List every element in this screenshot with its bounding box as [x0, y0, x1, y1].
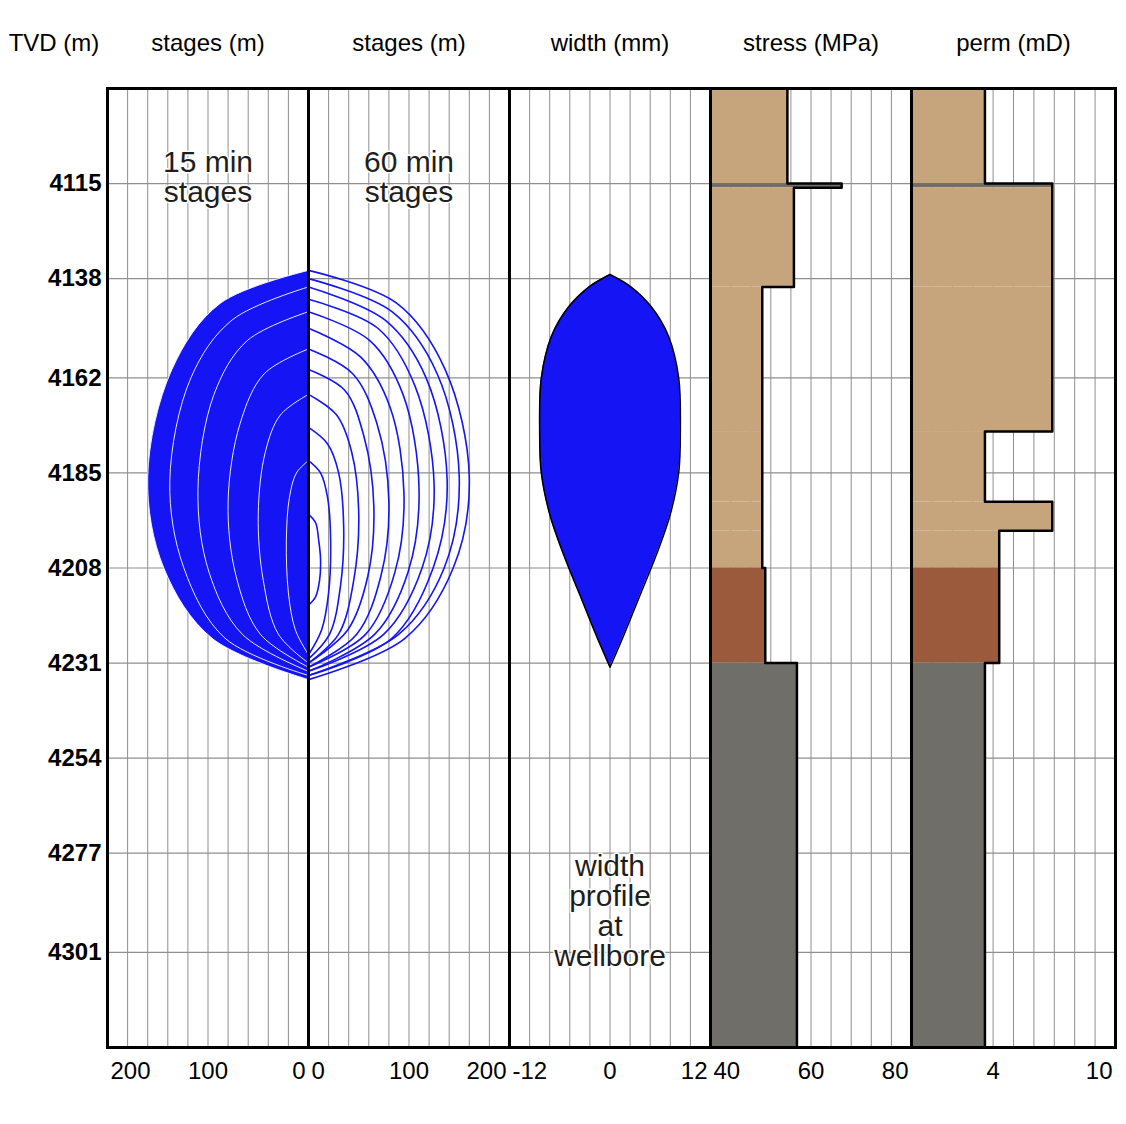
svg-text:width (mm): width (mm)	[550, 29, 670, 56]
svg-text:0: 0	[292, 1057, 305, 1084]
svg-text:12: 12	[681, 1057, 708, 1084]
svg-text:60 minstages: 60 minstages	[364, 145, 454, 208]
svg-text:perm (mD): perm (mD)	[956, 29, 1071, 56]
svg-text:0: 0	[312, 1057, 325, 1084]
svg-text:10: 10	[1086, 1057, 1113, 1084]
svg-text:4185: 4185	[48, 459, 101, 486]
svg-text:4254: 4254	[48, 744, 102, 771]
svg-text:40: 40	[714, 1057, 741, 1084]
svg-text:stages (m): stages (m)	[151, 29, 264, 56]
svg-text:15 minstages: 15 minstages	[163, 145, 253, 208]
svg-text:80: 80	[882, 1057, 909, 1084]
svg-text:-12: -12	[513, 1057, 548, 1084]
svg-text:200: 200	[466, 1057, 506, 1084]
svg-text:100: 100	[389, 1057, 429, 1084]
svg-text:200: 200	[111, 1057, 151, 1084]
svg-text:stress (MPa): stress (MPa)	[743, 29, 879, 56]
svg-text:widthprofileatwellbore: widthprofileatwellbore	[553, 849, 666, 972]
svg-text:4301: 4301	[48, 938, 101, 965]
svg-text:4162: 4162	[48, 364, 101, 391]
svg-text:4: 4	[986, 1057, 999, 1084]
svg-text:stages (m): stages (m)	[352, 29, 465, 56]
svg-text:TVD (m): TVD (m)	[9, 29, 100, 56]
svg-text:4115: 4115	[49, 169, 101, 196]
svg-text:0: 0	[603, 1057, 616, 1084]
svg-text:60: 60	[798, 1057, 825, 1084]
svg-text:4231: 4231	[48, 649, 101, 676]
svg-text:4208: 4208	[48, 554, 101, 581]
svg-text:4277: 4277	[48, 839, 101, 866]
svg-text:100: 100	[188, 1057, 228, 1084]
svg-text:4138: 4138	[48, 264, 101, 291]
